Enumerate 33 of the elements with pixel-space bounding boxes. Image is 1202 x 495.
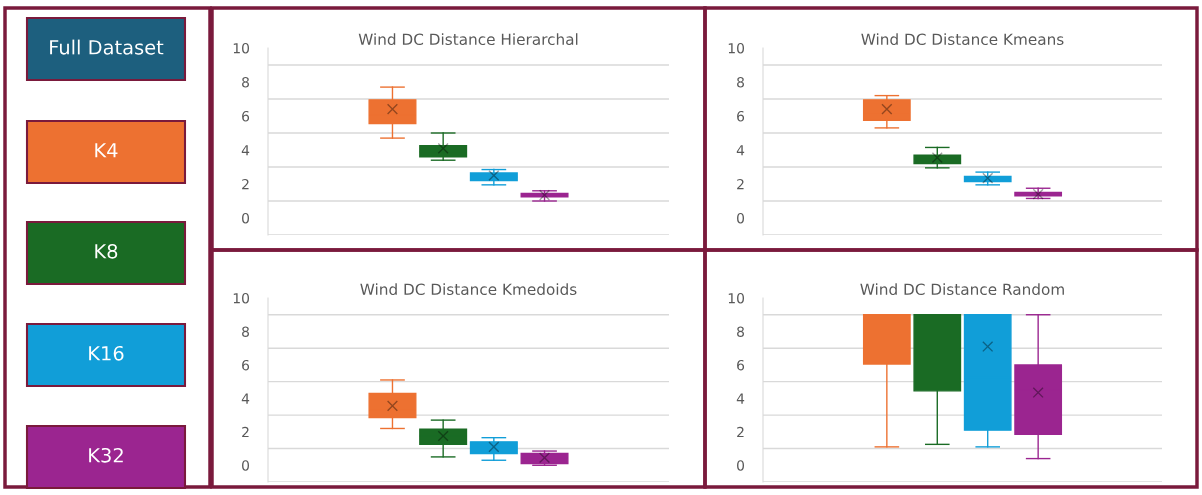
y-tick-label: 10 bbox=[233, 292, 250, 304]
category-label: K8 bbox=[95, 243, 118, 259]
category-label: K16 bbox=[89, 345, 124, 361]
y-tick-label: 8 bbox=[737, 326, 744, 337]
category-label: Full Dataset bbox=[50, 39, 164, 55]
y-tick-label: 4 bbox=[241, 393, 250, 404]
y-tick-label: 0 bbox=[737, 212, 745, 224]
y-tick-label: 10 bbox=[728, 292, 745, 304]
y-tick-label: 10 bbox=[233, 42, 250, 54]
y-tick-label: 0 bbox=[242, 460, 250, 471]
y-tick-label: 6 bbox=[242, 110, 250, 122]
y-tick-label: 2 bbox=[242, 426, 249, 438]
y-tick-label: 2 bbox=[737, 426, 744, 438]
y-tick-label: 2 bbox=[737, 178, 744, 190]
y-tick-label: 4 bbox=[736, 145, 745, 156]
y-tick-label: 6 bbox=[737, 110, 745, 122]
y-tick-label: 2 bbox=[242, 178, 249, 190]
y-tick-label: 0 bbox=[242, 212, 250, 224]
chart-title: Wind DC Distance Random bbox=[860, 283, 1064, 296]
y-tick-label: 4 bbox=[736, 393, 745, 404]
y-tick-label: 10 bbox=[728, 42, 745, 54]
y-tick-label: 4 bbox=[241, 145, 250, 156]
y-tick-label: 8 bbox=[242, 326, 249, 337]
chart-title: Wind DC Distance Hierarchal bbox=[358, 33, 578, 46]
chart-title: Wind DC Distance Kmeans bbox=[861, 33, 1064, 46]
y-tick-label: 0 bbox=[737, 460, 745, 471]
y-tick-label: 8 bbox=[737, 76, 744, 88]
y-tick-label: 6 bbox=[737, 359, 745, 371]
category-label: K32 bbox=[89, 447, 123, 463]
y-tick-label: 6 bbox=[242, 359, 250, 371]
chart-title: Wind DC Distance Kmedoids bbox=[360, 283, 577, 296]
y-tick-label: 8 bbox=[242, 76, 249, 88]
category-label: K4 bbox=[95, 143, 118, 158]
